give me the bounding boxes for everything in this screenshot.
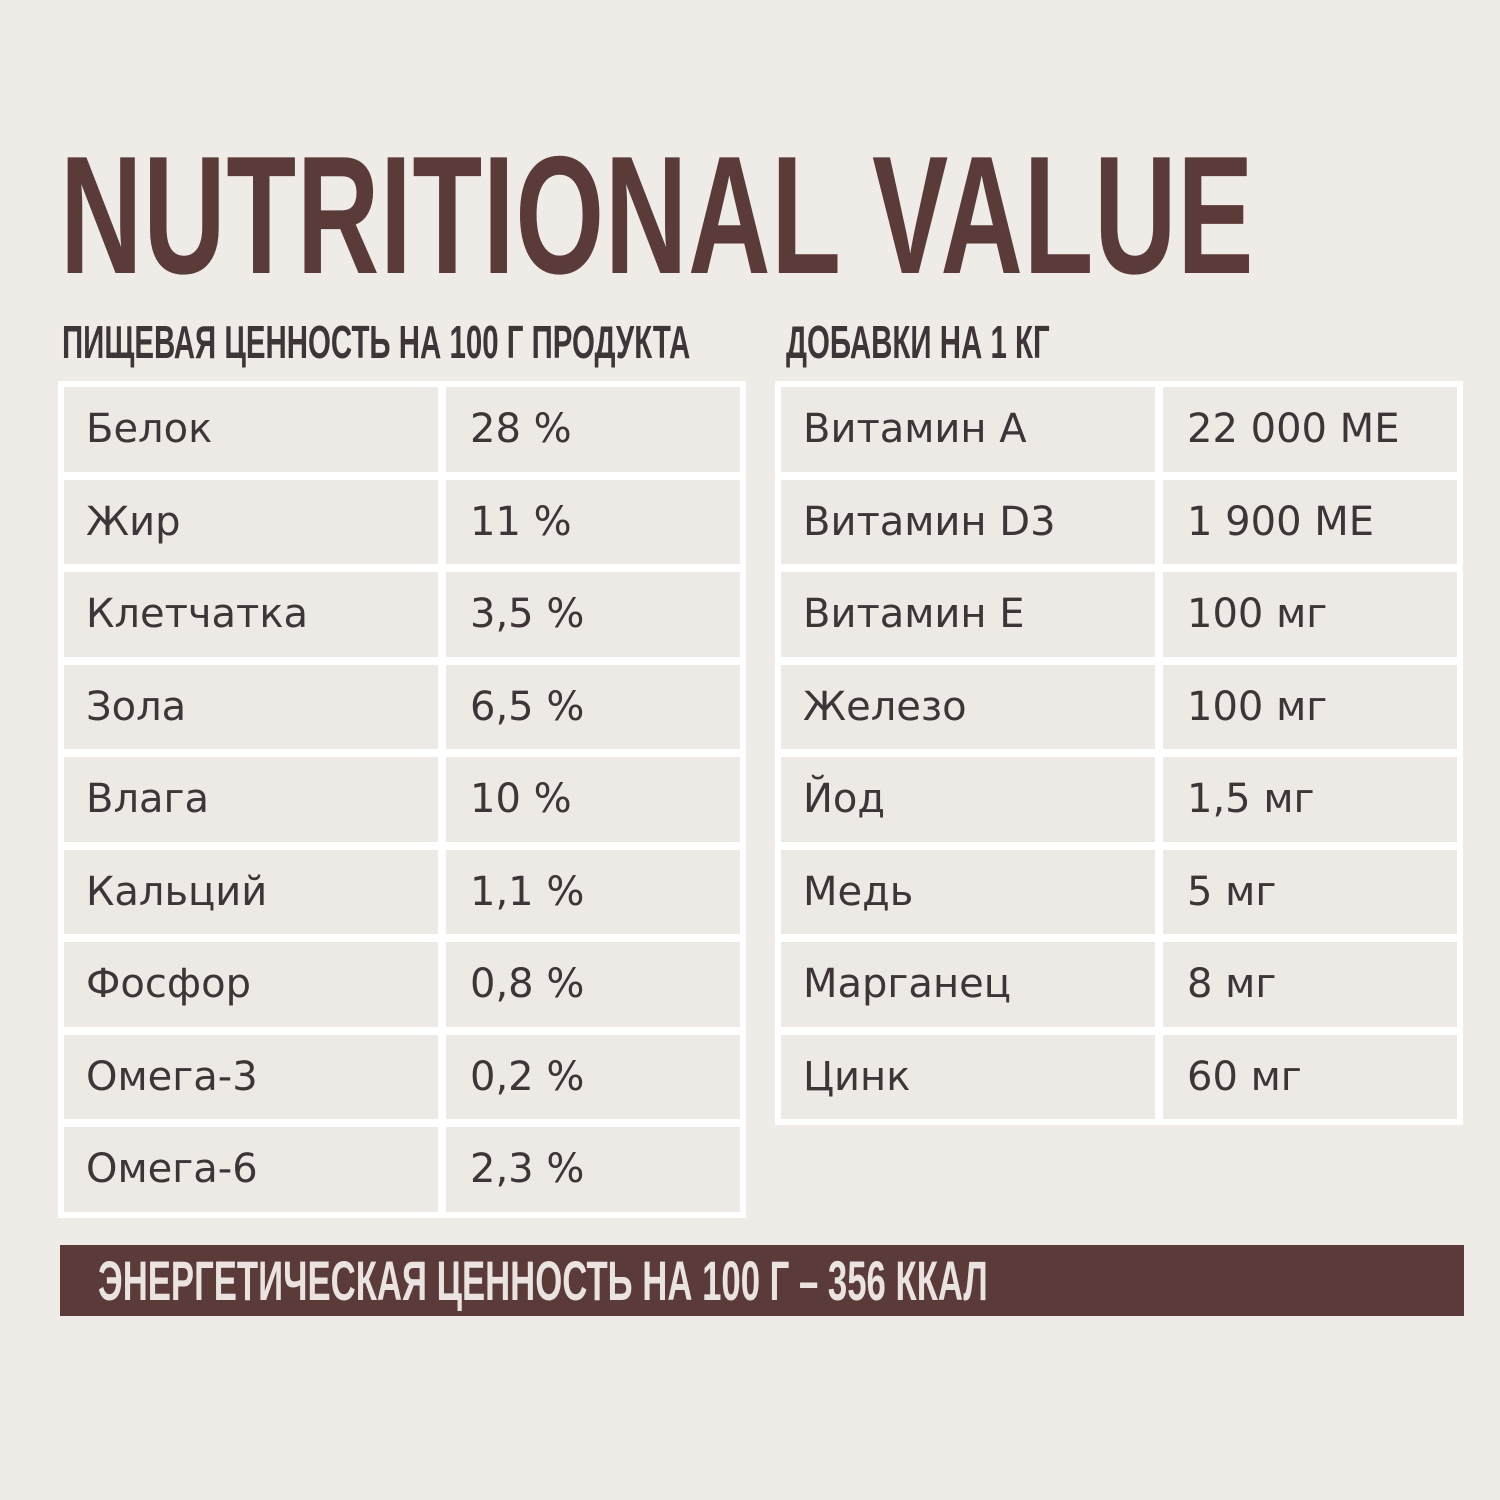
nutrient-value: 6,5 %	[446, 664, 740, 749]
additive-value: 1,5 мг	[1163, 757, 1457, 842]
nutrition-table: Белок 28 % Жир 11 % Клетчатка 3,5 % Зола…	[58, 381, 746, 1218]
nutrient-value: 11 %	[446, 479, 740, 564]
additive-value: 8 мг	[1163, 942, 1457, 1027]
nutrient-value: 10 %	[446, 757, 740, 842]
nutrient-name: Кальций	[64, 849, 438, 934]
nutrient-name: Зола	[64, 664, 438, 749]
additive-value: 22 000 МЕ	[1163, 387, 1457, 472]
nutrient-name: Клетчатка	[64, 572, 438, 657]
nutrient-value: 0,2 %	[446, 1034, 740, 1119]
additive-value: 1 900 МЕ	[1163, 479, 1457, 564]
nutrient-name: Белок	[64, 387, 438, 472]
additive-value: 5 мг	[1163, 849, 1457, 934]
additives-table: Витамин А 22 000 МЕ Витамин D3 1 900 МЕ …	[775, 381, 1463, 1125]
nutrient-name: Омега-3	[64, 1034, 438, 1119]
additive-name: Медь	[781, 849, 1155, 934]
nutrient-value: 28 %	[446, 387, 740, 472]
nutrient-value: 1,1 %	[446, 849, 740, 934]
nutrient-value: 0,8 %	[446, 942, 740, 1027]
nutrient-name: Жир	[64, 479, 438, 564]
page-title: NUTRITIONAL VALUE	[60, 121, 1255, 309]
additive-name: Витамин Е	[781, 572, 1155, 657]
energy-banner: ЭНЕРГЕТИЧЕСКАЯ ЦЕННОСТЬ НА 100 Г – 356 К…	[60, 1245, 1464, 1316]
additive-value: 60 мг	[1163, 1034, 1457, 1119]
additive-name: Витамин D3	[781, 479, 1155, 564]
additive-value: 100 мг	[1163, 664, 1457, 749]
additive-name: Витамин А	[781, 387, 1155, 472]
nutrient-value: 3,5 %	[446, 572, 740, 657]
nutrition-heading: ПИЩЕВАЯ ЦЕННОСТЬ НА 100 Г ПРОДУКТА	[62, 316, 691, 368]
nutrient-name: Влага	[64, 757, 438, 842]
nutrient-value: 2,3 %	[446, 1127, 740, 1212]
nutrient-name: Фосфор	[64, 942, 438, 1027]
nutrient-name: Омега-6	[64, 1127, 438, 1212]
additives-heading: ДОБАВКИ НА 1 КГ	[786, 316, 1050, 368]
additive-name: Железо	[781, 664, 1155, 749]
additive-name: Цинк	[781, 1034, 1155, 1119]
energy-text: ЭНЕРГЕТИЧЕСКАЯ ЦЕННОСТЬ НА 100 Г – 356 К…	[98, 1249, 988, 1312]
additive-name: Йод	[781, 757, 1155, 842]
additive-name: Марганец	[781, 942, 1155, 1027]
additive-value: 100 мг	[1163, 572, 1457, 657]
